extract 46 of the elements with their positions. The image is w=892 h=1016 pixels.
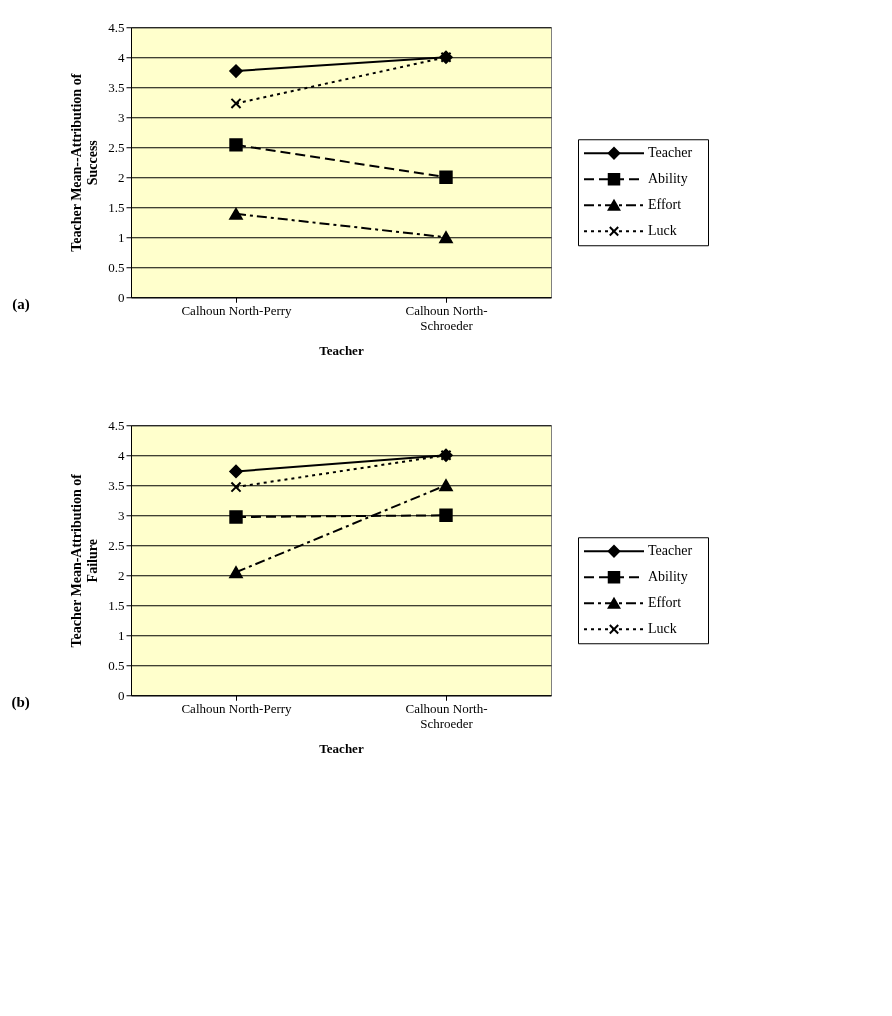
legend-label: Luck (648, 621, 677, 637)
y-tick-label: 0 (118, 687, 125, 703)
legend-label: Teacher (648, 145, 693, 161)
y-tick-label: 4 (118, 49, 125, 65)
y-tick-label: 0.5 (108, 657, 125, 673)
text: (a) (12, 296, 30, 314)
point (229, 464, 243, 479)
y-tick-label: 1 (118, 627, 125, 643)
x-axis-title: Teacher (319, 740, 364, 756)
y-tick-label: 4.5 (108, 19, 125, 35)
x-tick-label: Calhoun North-Schroeder (405, 302, 488, 333)
y-tick-label: 2.5 (108, 537, 125, 553)
point (439, 170, 453, 184)
x-tick-label: Calhoun North-Perry (181, 700, 293, 716)
legend-label: Luck (648, 223, 677, 239)
y-tick-label: 2 (118, 169, 125, 185)
y-tick-label: 3.5 (108, 477, 125, 493)
point (229, 64, 243, 78)
x-tick-label: Calhoun North-Schroeder (405, 700, 488, 731)
y-tick-label: 0 (118, 289, 125, 305)
legend-label: Effort (648, 595, 682, 611)
y-tick-label: 3.5 (108, 79, 125, 95)
y-axis-title: Teacher Mean--Attribution of Success (69, 73, 101, 252)
x-tick-label: Calhoun North-Perry (181, 302, 293, 318)
y-tick-label: 2.5 (108, 139, 125, 155)
y-tick-label: 3 (118, 109, 125, 125)
point (230, 97, 242, 110)
y-tick-label: 2 (118, 567, 125, 583)
y-axis-title: Teacher Mean-Attribution of Failure (69, 473, 101, 648)
y-tick-label: 0.5 (108, 259, 125, 275)
x-axis-title: Teacher (319, 342, 364, 358)
y-tick-label: 3 (118, 507, 125, 523)
point (230, 481, 242, 493)
y-tick-label: 1.5 (108, 597, 125, 613)
point (229, 510, 243, 524)
y-tick-label: 1 (118, 229, 125, 245)
point (229, 138, 243, 152)
point (439, 508, 453, 522)
text: (b) (11, 694, 30, 712)
legend-label: Effort (648, 197, 682, 213)
legend-label: Teacher (648, 543, 693, 559)
y-tick-label: 1.5 (108, 199, 125, 215)
y-tick-label: 4 (118, 447, 125, 463)
legend-label: Ability (648, 569, 688, 585)
y-tick-label: 4.5 (108, 417, 125, 433)
legend-label: Ability (648, 171, 688, 187)
